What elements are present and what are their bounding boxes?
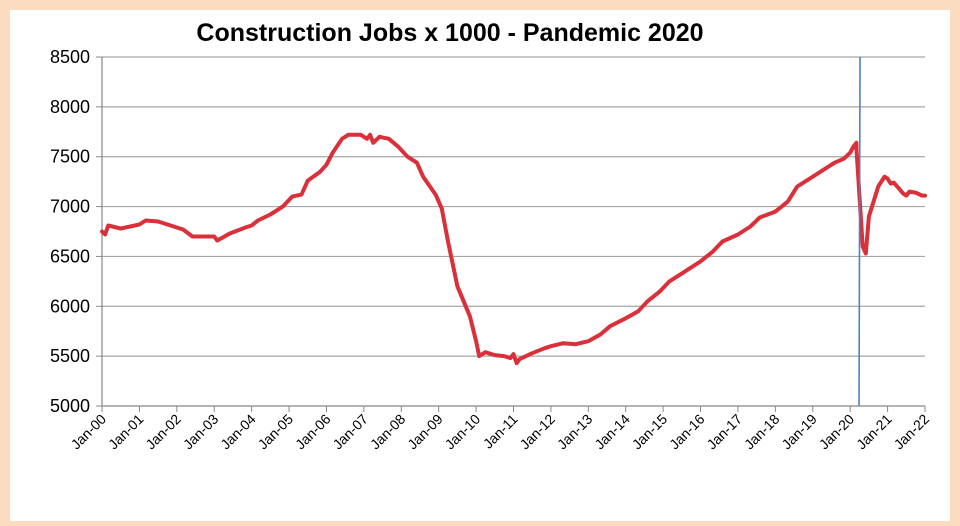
y-tick-label: 8500 (50, 47, 90, 67)
x-axis: Jan-00Jan-01Jan-02Jan-03Jan-04Jan-05Jan-… (68, 405, 933, 453)
x-tick-label: Jan-10 (442, 411, 484, 453)
x-tick-label: Jan-16 (666, 411, 708, 453)
y-tick-label: 5500 (50, 346, 90, 366)
x-tick-label: Jan-11 (480, 411, 521, 452)
x-tick-label: Jan-18 (741, 411, 783, 453)
x-tick-label: Jan-22 (891, 411, 933, 453)
y-axis: 5000 5500 6000 6500 7000 7500 8000 8500 (50, 47, 103, 416)
x-tick-label: Jan-07 (329, 411, 371, 453)
x-tick-label: Jan-05 (255, 411, 297, 453)
series-line (100, 132, 927, 366)
x-tick-label: Jan-13 (554, 411, 596, 453)
x-tick-label: Jan-00 (68, 411, 110, 453)
y-tick-label: 8000 (50, 97, 90, 117)
y-tick-label: 6000 (50, 296, 90, 316)
x-tick-label: Jan-01 (105, 411, 147, 453)
x-tick-label: Jan-04 (217, 411, 259, 453)
gridlines (102, 56, 925, 357)
line-chart: Construction Jobs x 1000 - Pandemic 2020… (50, 19, 933, 453)
x-tick-label: Jan-20 (816, 411, 858, 453)
x-tick-label: Jan-09 (404, 411, 446, 453)
y-tick-label: 5000 (50, 396, 90, 416)
y-tick-label: 6500 (50, 246, 90, 266)
series (100, 56, 927, 407)
x-tick-label: Jan-15 (629, 411, 671, 453)
x-tick-label: Jan-21 (853, 411, 895, 453)
y-tick-label: 7000 (50, 197, 90, 217)
pandemic-marker-line (858, 56, 861, 407)
x-tick-label: Jan-14 (591, 411, 633, 453)
x-tick-label: Jan-08 (367, 411, 409, 453)
y-tick-label: 7500 (50, 147, 90, 167)
chart-title: Construction Jobs x 1000 - Pandemic 2020 (196, 19, 703, 47)
x-tick-label: Jan-12 (516, 411, 558, 453)
x-tick-label: Jan-03 (180, 411, 222, 453)
x-tick-label: Jan-02 (142, 411, 184, 453)
x-tick-label: Jan-19 (778, 411, 820, 453)
chart-frame: Construction Jobs x 1000 - Pandemic 2020… (10, 10, 950, 521)
x-tick-label: Jan-06 (292, 411, 334, 453)
x-tick-label: Jan-17 (703, 411, 745, 453)
